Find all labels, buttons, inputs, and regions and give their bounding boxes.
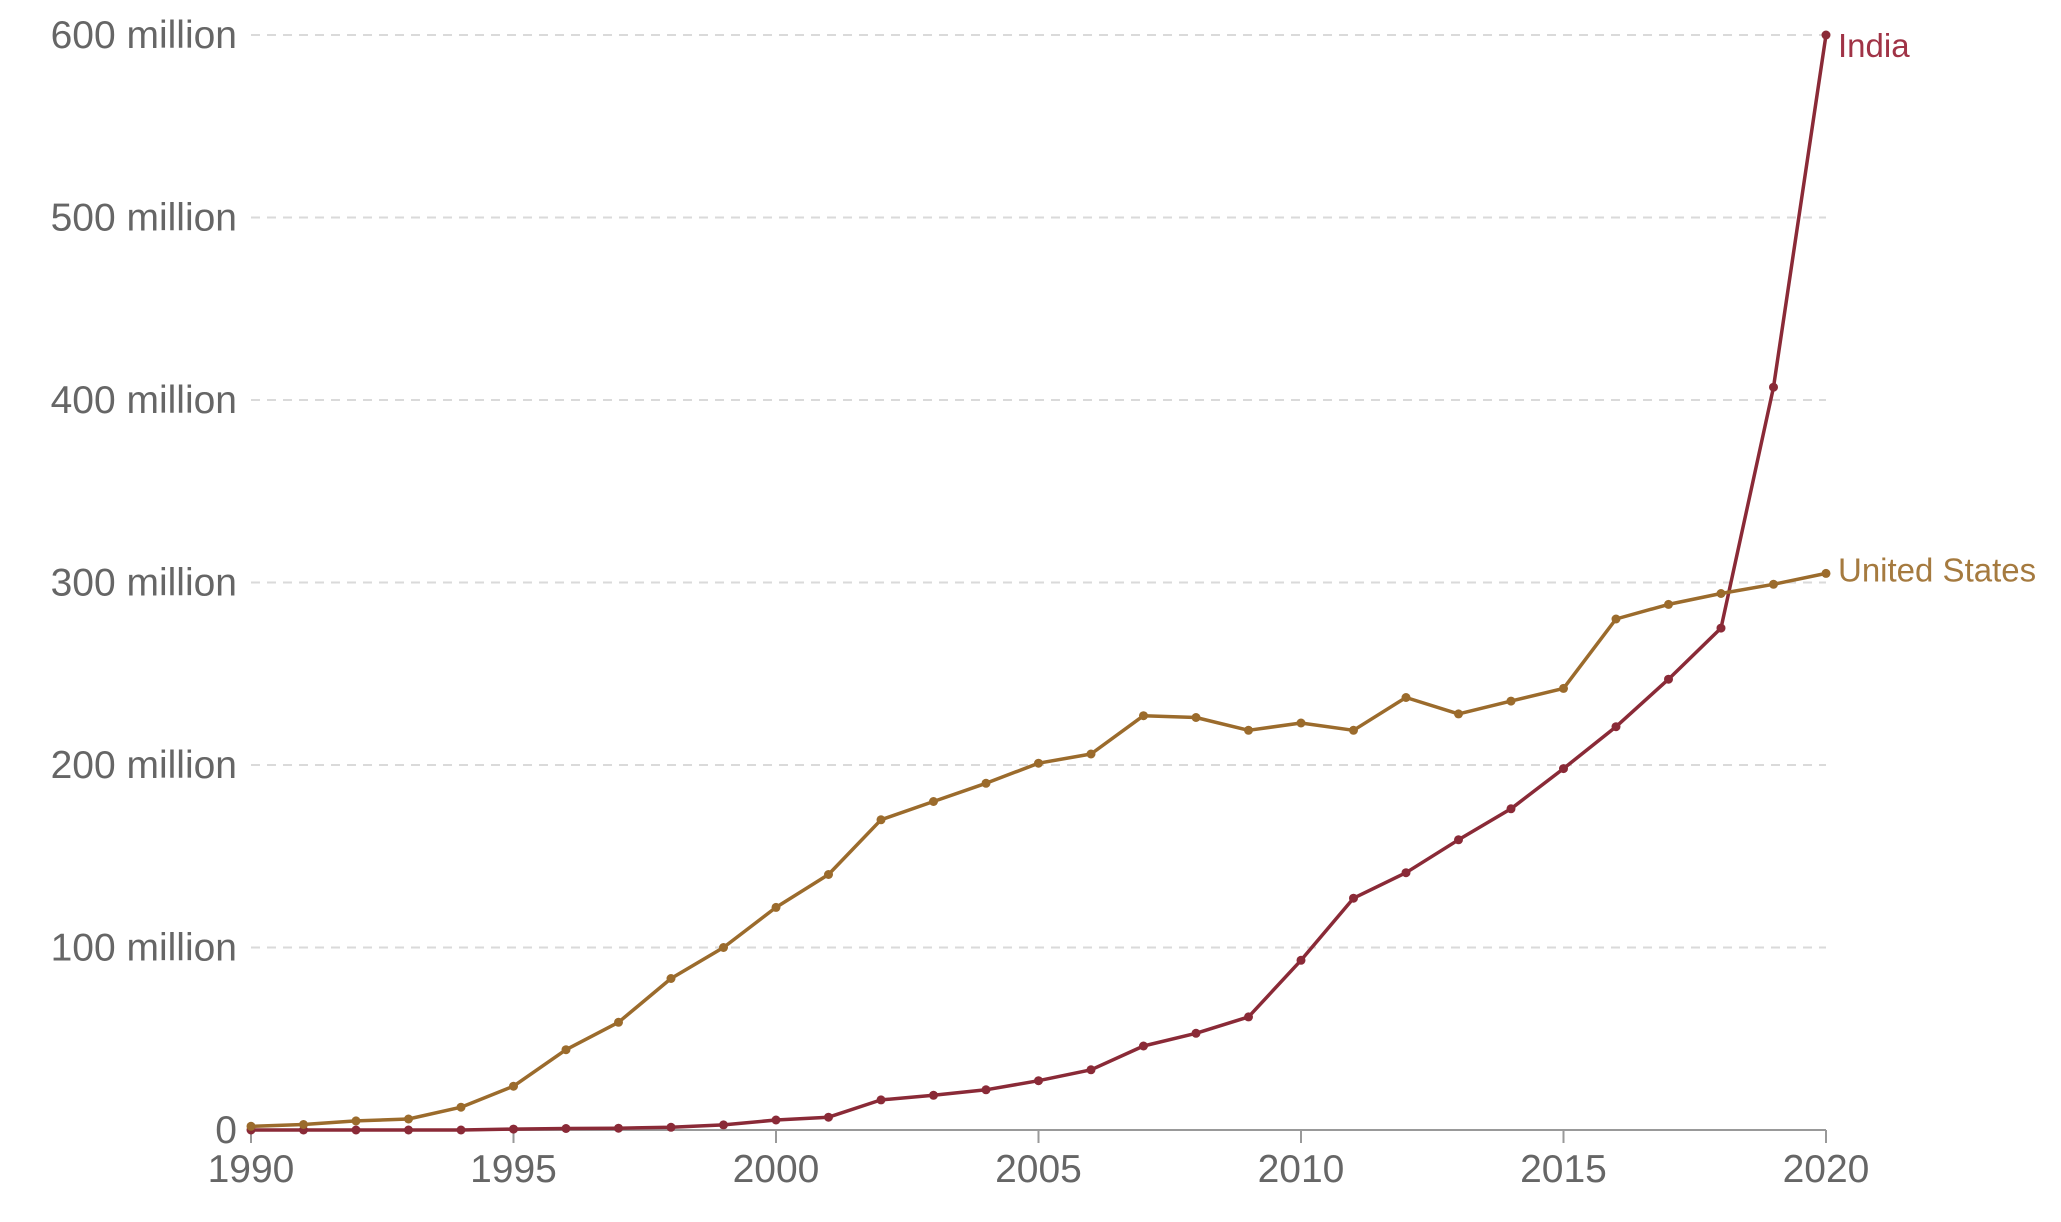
y-tick-label: 0	[215, 1109, 237, 1152]
data-point-india	[1139, 1041, 1148, 1051]
data-point-india	[981, 1085, 991, 1095]
data-point-united-states	[1821, 568, 1831, 578]
data-point-india	[824, 1112, 833, 1122]
data-point-india	[509, 1124, 518, 1134]
data-point-india	[404, 1125, 413, 1135]
data-point-india	[1349, 893, 1358, 903]
data-point-india	[1664, 674, 1673, 684]
data-point-united-states	[1769, 579, 1778, 589]
data-point-india	[614, 1123, 623, 1133]
data-point-india	[1506, 804, 1516, 814]
x-tick-label: 2015	[1520, 1148, 1607, 1191]
data-point-united-states	[981, 778, 991, 788]
data-point-india	[1716, 623, 1726, 633]
data-point-india	[1821, 30, 1831, 40]
data-point-united-states	[824, 870, 833, 879]
data-point-united-states	[351, 1116, 361, 1126]
data-point-united-states	[1506, 696, 1516, 706]
data-point-united-states	[246, 1121, 256, 1131]
data-point-united-states	[1086, 749, 1096, 759]
data-point-united-states	[929, 797, 938, 806]
x-tick-label: 1995	[470, 1148, 557, 1191]
data-point-united-states	[1244, 725, 1253, 735]
series-label-india: India	[1838, 27, 1910, 64]
data-point-united-states	[1139, 711, 1148, 721]
data-point-united-states	[1401, 693, 1411, 702]
data-point-united-states	[1454, 709, 1463, 719]
data-point-united-states	[561, 1045, 571, 1055]
y-tick-label: 100 million	[51, 927, 237, 970]
data-point-united-states	[1559, 683, 1568, 693]
data-point-united-states	[771, 902, 781, 912]
series-labels: India United States	[1838, 27, 2036, 588]
y-tick-label: 400 million	[51, 379, 237, 422]
x-tick-label: 2005	[995, 1148, 1082, 1191]
data-point-united-states	[299, 1120, 308, 1129]
data-point-india	[1034, 1076, 1043, 1086]
series-layer	[246, 30, 1831, 1135]
data-point-united-states	[1191, 713, 1201, 722]
data-point-india	[771, 1115, 781, 1125]
x-tick-label: 2020	[1783, 1148, 1870, 1191]
data-point-india	[1244, 1012, 1253, 1022]
y-tick-label: 200 million	[51, 744, 237, 787]
data-point-india	[1296, 955, 1306, 965]
data-point-united-states	[1664, 599, 1673, 609]
data-point-united-states	[404, 1114, 413, 1124]
x-tick-label: 2010	[1258, 1148, 1345, 1191]
series-label-united-states: United States	[1838, 551, 2036, 588]
data-point-india	[1191, 1028, 1201, 1038]
x-axis-ticks: 1990 1995 2000 2005 2010 2015 2020	[208, 1130, 1870, 1191]
data-point-india	[1611, 722, 1621, 732]
data-point-india	[1401, 868, 1411, 878]
data-point-united-states	[1296, 718, 1306, 728]
data-point-united-states	[876, 815, 886, 825]
y-axis-labels: 0 100 million 200 million 300 million 400 mi…	[51, 14, 237, 1152]
data-point-india	[351, 1125, 361, 1135]
y-tick-label: 300 million	[51, 562, 237, 605]
data-point-united-states	[1034, 758, 1043, 768]
data-point-india	[1454, 835, 1463, 845]
y-tick-label: 500 million	[51, 197, 237, 240]
data-point-united-states	[509, 1081, 518, 1091]
data-point-india	[876, 1095, 886, 1105]
gridlines	[251, 34, 1826, 949]
x-tick-label: 2000	[733, 1148, 820, 1191]
data-point-india	[561, 1124, 571, 1133]
data-point-united-states	[1611, 614, 1621, 624]
data-point-india	[666, 1122, 676, 1132]
x-tick-label: 1990	[208, 1148, 295, 1191]
data-point-united-states	[614, 1017, 623, 1027]
y-tick-label: 600 million	[51, 14, 237, 57]
data-point-india	[1769, 382, 1778, 392]
data-point-united-states	[1349, 725, 1358, 735]
data-point-united-states	[666, 974, 676, 983]
data-point-india	[1086, 1065, 1096, 1075]
data-point-india	[929, 1090, 938, 1100]
data-point-india	[456, 1125, 466, 1135]
series-line-united-states	[249, 571, 1828, 1129]
data-point-united-states	[719, 943, 728, 952]
data-point-india	[719, 1120, 728, 1130]
data-point-united-states	[1716, 589, 1726, 598]
data-point-united-states	[456, 1102, 466, 1112]
data-point-india	[1559, 764, 1568, 774]
